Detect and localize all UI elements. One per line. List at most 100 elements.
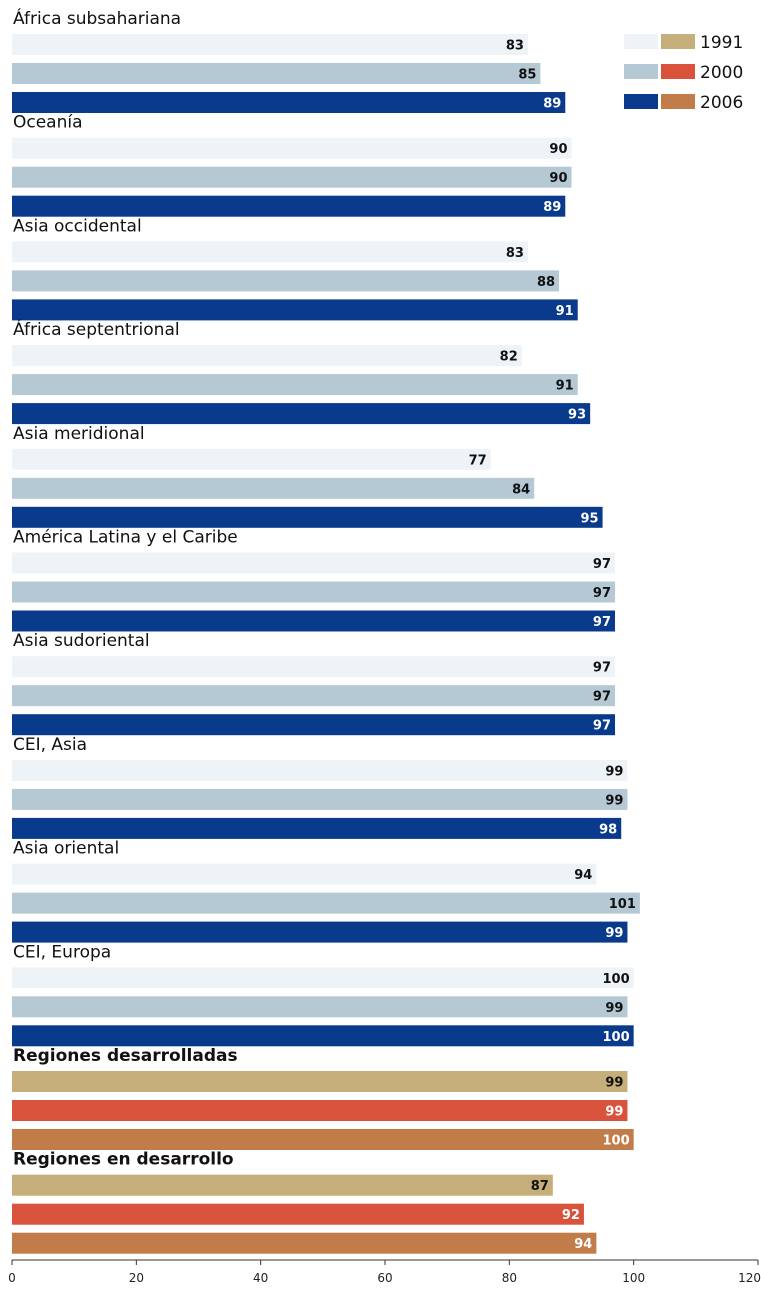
bar-2006 xyxy=(12,1025,634,1047)
bar-1991 xyxy=(12,448,491,470)
bar-value-label: 92 xyxy=(562,1208,580,1223)
bar-2000 xyxy=(12,788,628,810)
legend-swatch xyxy=(624,34,658,49)
legend-item: 2006 xyxy=(624,93,743,113)
bar-2006 xyxy=(12,1129,634,1150)
bar-value-label: 100 xyxy=(603,1134,630,1149)
bar-value-label: 91 xyxy=(556,304,574,319)
group-label: Asia occidental xyxy=(13,216,142,236)
x-tick-label: 20 xyxy=(129,1271,144,1285)
x-tick-label: 60 xyxy=(377,1271,392,1285)
bar-1991 xyxy=(12,759,628,781)
bar-2000 xyxy=(12,892,640,914)
bar-value-label: 100 xyxy=(603,972,630,987)
bar-value-label: 90 xyxy=(549,171,567,186)
legend-swatch xyxy=(661,34,695,49)
bar-value-label: 94 xyxy=(574,868,592,883)
bar-value-label: 89 xyxy=(543,200,561,215)
bar-1991 xyxy=(12,137,572,159)
x-tick-label: 80 xyxy=(502,1271,517,1285)
bar-2006 xyxy=(12,403,591,425)
group-label: Regiones desarrolladas xyxy=(13,1046,238,1066)
bar-group: Asia sudoriental 97 97 97 xyxy=(12,631,616,736)
legend-label: 2006 xyxy=(700,93,743,113)
bar-2000 xyxy=(12,374,578,396)
bar-2000 xyxy=(12,996,628,1018)
bar-1991 xyxy=(12,552,616,574)
bar-2000 xyxy=(12,685,616,707)
bar-value-label: 99 xyxy=(605,1105,623,1120)
bar-2000 xyxy=(12,270,560,292)
bar-2000 xyxy=(12,166,572,188)
bar-value-label: 97 xyxy=(593,615,611,630)
group-label: Oceanía xyxy=(13,113,83,133)
legend-item: 1991 xyxy=(624,33,743,53)
bar-1991 xyxy=(12,1071,628,1092)
bar-2006 xyxy=(12,506,603,528)
bar-1991 xyxy=(12,241,528,263)
group-label: América Latina y el Caribe xyxy=(13,528,238,548)
bar-value-label: 89 xyxy=(543,97,561,112)
bar-group: CEI, Asia 99 99 98 xyxy=(12,735,628,839)
bar-value-label: 99 xyxy=(605,764,623,779)
legend-item: 2000 xyxy=(624,63,743,83)
bar-2006 xyxy=(12,714,616,736)
group-label: Asia sudoriental xyxy=(13,631,150,651)
bar-value-label: 82 xyxy=(500,350,518,365)
bar-value-label: 87 xyxy=(531,1179,549,1194)
group-label: África subsahariana xyxy=(13,7,181,29)
legend-swatch xyxy=(624,94,658,109)
bar-group: América Latina y el Caribe 97 97 97 xyxy=(12,528,616,632)
bar-value-label: 99 xyxy=(605,926,623,941)
bar-2000 xyxy=(12,1203,584,1225)
bar-value-label: 97 xyxy=(593,719,611,734)
legend-label: 2000 xyxy=(700,63,743,83)
legend-swatch xyxy=(624,64,658,79)
bar-value-label: 97 xyxy=(593,557,611,572)
bar-group: CEI, Europa 100 99 100 xyxy=(12,942,634,1047)
bar-2006 xyxy=(12,195,566,217)
bar-value-label: 83 xyxy=(506,39,524,54)
bar-value-label: 100 xyxy=(603,1030,630,1045)
bar-group: Asia meridional 77 84 95 xyxy=(12,424,603,528)
bar-value-label: 88 xyxy=(537,275,555,290)
group-label: CEI, Europa xyxy=(13,942,111,962)
bar-value-label: 77 xyxy=(469,453,487,468)
bar-1991 xyxy=(12,345,522,367)
bar-value-label: 83 xyxy=(506,246,524,261)
bar-2006 xyxy=(12,610,616,632)
bar-2000 xyxy=(12,1100,628,1121)
bar-2006 xyxy=(12,921,628,943)
bar-group: Regiones en desarrollo 87 92 94 xyxy=(12,1150,597,1254)
legend: 1991 2000 2006 xyxy=(624,33,743,113)
bar-1991 xyxy=(12,1174,553,1196)
x-tick-label: 40 xyxy=(253,1271,268,1285)
group-label: Regiones en desarrollo xyxy=(13,1150,234,1170)
legend-swatch xyxy=(661,94,695,109)
group-label: Asia meridional xyxy=(13,424,145,444)
bar-2006 xyxy=(12,92,566,113)
bar-value-label: 85 xyxy=(518,68,536,83)
bar-value-label: 99 xyxy=(605,1076,623,1091)
bar-group: África septentrional 82 91 93 xyxy=(12,318,591,425)
group-label: CEI, Asia xyxy=(13,735,87,755)
bar-1991 xyxy=(12,863,597,885)
bar-value-label: 97 xyxy=(593,690,611,705)
bar-value-label: 95 xyxy=(580,511,598,526)
bar-value-label: 91 xyxy=(556,379,574,394)
group-label: África septentrional xyxy=(13,318,180,340)
bar-group: África subsahariana 83 85 89 xyxy=(12,7,566,113)
bar-group: Regiones desarrolladas 99 99 100 xyxy=(12,1046,634,1150)
bar-group: Asia oriental 94 101 99 xyxy=(12,839,640,943)
x-tick-label: 0 xyxy=(8,1271,16,1285)
group-label: Asia oriental xyxy=(13,839,119,859)
bar-2000 xyxy=(12,63,541,84)
bar-1991 xyxy=(12,34,528,55)
bar-value-label: 84 xyxy=(512,482,530,497)
bar-value-label: 94 xyxy=(574,1237,592,1252)
bar-2006 xyxy=(12,817,622,839)
bar-value-label: 99 xyxy=(605,1001,623,1016)
x-tick-label: 100 xyxy=(622,1271,645,1285)
bar-value-label: 97 xyxy=(593,586,611,601)
